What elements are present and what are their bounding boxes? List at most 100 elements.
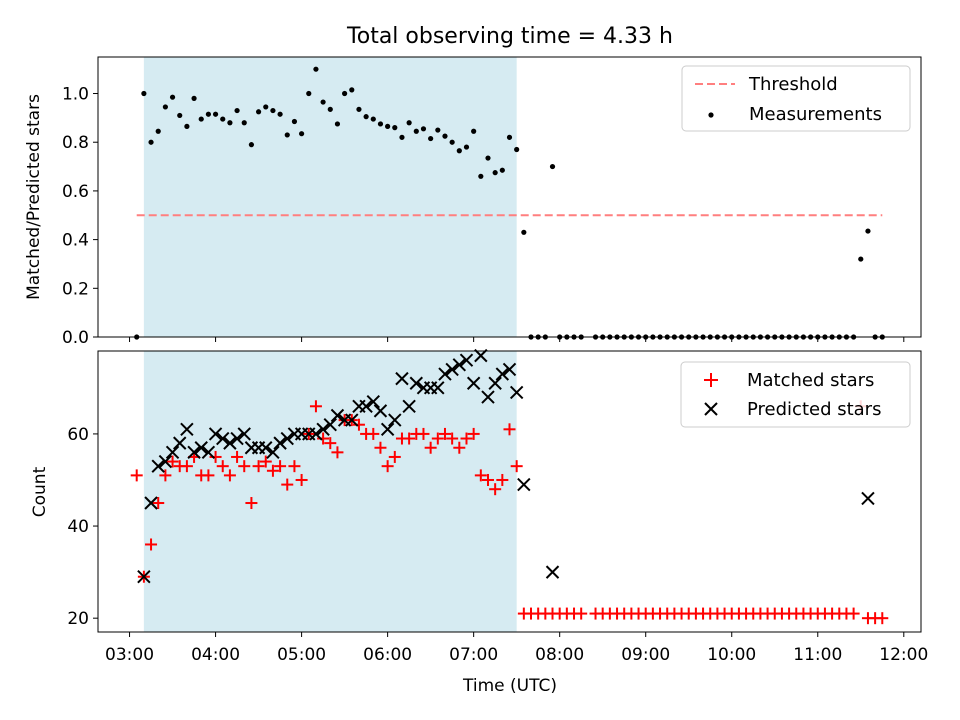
matched-star-point bbox=[489, 483, 502, 496]
predicted-star-point-b bbox=[194, 441, 208, 455]
measurement-point bbox=[184, 123, 190, 129]
x-axis-label: Time (UTC) bbox=[462, 676, 557, 696]
matched-star-point bbox=[381, 460, 394, 473]
matched-star-point bbox=[223, 469, 236, 482]
predicted-star-point-b bbox=[380, 422, 395, 437]
matched-star-point bbox=[352, 418, 365, 431]
predicted-star-point bbox=[237, 427, 251, 441]
predicted-stars-legend-marker bbox=[704, 402, 718, 416]
measurement-point bbox=[456, 148, 462, 154]
predicted-star-point bbox=[388, 413, 402, 427]
predicted-star-point bbox=[395, 371, 409, 386]
measurement-point bbox=[549, 163, 556, 170]
measurement-point bbox=[141, 90, 147, 97]
predicted-star-point bbox=[481, 390, 495, 404]
predicted-star-point-b bbox=[466, 376, 481, 390]
bottom-y-axis-label: Count bbox=[30, 466, 50, 517]
measurement-point bbox=[306, 90, 312, 97]
predicted-star-point bbox=[309, 427, 323, 441]
bottom-x-tick-label: 06:00 bbox=[363, 645, 412, 665]
predicted-star-point-b bbox=[388, 413, 402, 427]
measurement-point bbox=[506, 134, 513, 140]
measurement-point bbox=[471, 128, 477, 134]
predicted-star-point-b bbox=[502, 362, 517, 377]
matched-star-point bbox=[417, 427, 430, 440]
predicted-star-point-b bbox=[345, 413, 359, 427]
matched-star-point bbox=[460, 432, 473, 445]
measurement-point bbox=[198, 116, 204, 122]
measurement-point bbox=[248, 142, 255, 148]
top-y-axis: 0.0 0.2 0.4 0.6 0.8 1.0 bbox=[62, 85, 98, 348]
bottom-x-axis: 03:00 04:00 05:00 06:00 07:00 08:00 09:00 10:00… bbox=[105, 632, 928, 665]
measurement-point bbox=[514, 146, 520, 153]
predicted-star-point-b bbox=[409, 376, 424, 390]
matched-star-point bbox=[266, 464, 279, 477]
predicted-star-point bbox=[137, 570, 151, 584]
matched-star-point bbox=[374, 441, 387, 454]
matched-star-point bbox=[467, 427, 480, 440]
measurement-point bbox=[428, 135, 434, 142]
matched-star-point bbox=[152, 497, 165, 510]
predicted-star-point-b bbox=[309, 427, 323, 441]
measurement-point bbox=[162, 104, 168, 110]
predicted-star-point bbox=[402, 399, 416, 413]
predicted-star-point bbox=[438, 367, 452, 381]
measurement-point bbox=[435, 127, 441, 133]
top-y-tick-label: 0.0 bbox=[62, 328, 89, 348]
legend-label-measurements: Measurements bbox=[749, 104, 882, 125]
predicted-star-point bbox=[373, 404, 388, 418]
predicted-star-point bbox=[466, 376, 481, 390]
measurement-point bbox=[413, 128, 419, 134]
predicted-star-point bbox=[316, 422, 330, 437]
bottom-x-tick-label: 09:00 bbox=[621, 645, 670, 665]
bottom-axes-frame bbox=[97, 350, 922, 633]
measurement-point bbox=[270, 107, 276, 114]
measurement-point bbox=[865, 228, 871, 234]
matched-star-point bbox=[209, 450, 222, 463]
predicted-star-point-b bbox=[861, 491, 875, 506]
matched-star-point bbox=[238, 460, 251, 473]
measurement-point bbox=[155, 128, 161, 134]
measurement-point bbox=[442, 133, 448, 139]
legend-label-predicted-stars: Predicted stars bbox=[747, 399, 881, 420]
measurement-point bbox=[485, 155, 491, 161]
predicted-star-point bbox=[187, 445, 201, 460]
top-panel: 0.0 0.2 0.4 0.6 0.8 1.0 Matched/Predicted sta… bbox=[24, 56, 922, 348]
bottom-span-rect bbox=[143, 351, 517, 632]
predicted-star-point bbox=[431, 381, 445, 395]
predicted-star-point-b bbox=[452, 358, 467, 372]
predicted-star-point-b bbox=[280, 431, 294, 446]
matched-star-point bbox=[876, 612, 889, 625]
measurement-point bbox=[399, 134, 405, 140]
bottom-x-tick-label: 07:00 bbox=[449, 645, 498, 665]
bottom-x-tick-label: 04:00 bbox=[191, 645, 240, 665]
predicted-stars-series bbox=[137, 348, 875, 584]
measurement-point bbox=[492, 170, 498, 176]
matched-star-point bbox=[431, 432, 444, 445]
matched-stars-series bbox=[130, 400, 889, 625]
matched-star-point bbox=[274, 460, 287, 473]
bottom-x-tick-label: 11:00 bbox=[793, 645, 842, 665]
measurement-point bbox=[277, 111, 283, 117]
matched-star-point bbox=[481, 473, 494, 486]
measurement-point bbox=[169, 94, 176, 100]
matched-star-point bbox=[281, 478, 294, 491]
matched-star-point bbox=[216, 460, 229, 473]
predicted-star-point-b bbox=[366, 394, 380, 409]
bottom-x-tick-label: 12:00 bbox=[879, 645, 928, 665]
predicted-star-point-b bbox=[158, 454, 173, 469]
measurement-point bbox=[478, 173, 484, 179]
measurement-point bbox=[327, 106, 333, 112]
measurement-point bbox=[263, 104, 269, 110]
matched-star-point bbox=[503, 423, 516, 436]
bottom-x-tick-label: 10:00 bbox=[707, 645, 756, 665]
predicted-star-point bbox=[359, 399, 373, 413]
predicted-star-point bbox=[194, 441, 208, 455]
measurement-point bbox=[420, 126, 427, 132]
predicted-star-point bbox=[452, 358, 467, 372]
measurement-point bbox=[349, 87, 355, 93]
chart-title: Total observing time = 4.33 h bbox=[346, 24, 673, 49]
top-legend-box bbox=[681, 65, 911, 132]
predicted-star-point bbox=[216, 431, 230, 446]
predicted-star-point-b bbox=[180, 422, 194, 437]
